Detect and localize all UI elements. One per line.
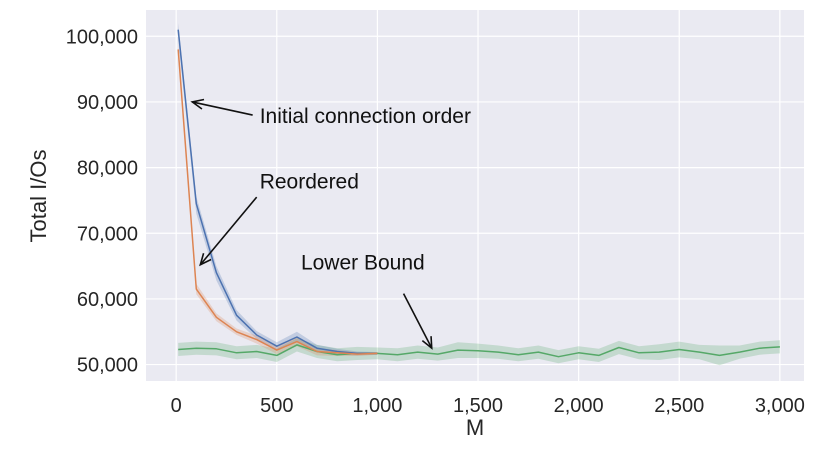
y-tick-label: 100,000 bbox=[66, 26, 138, 48]
reordered-arrow-line bbox=[199, 196, 258, 266]
initial-connection-order-arrow-line bbox=[192, 101, 253, 116]
y-tick-labels: 50,000 60,000 70,000 80,000 90,000 100,000 bbox=[66, 26, 138, 376]
x-tick-label: 0 bbox=[171, 395, 182, 417]
y-tick-label: 90,000 bbox=[77, 92, 138, 114]
initial-connection-order-arrow-head bbox=[190, 98, 205, 110]
x-tick-label: 2,000 bbox=[554, 395, 604, 417]
x-tick-label: 500 bbox=[260, 395, 293, 417]
reordered-label: Reordered bbox=[260, 171, 359, 194]
reordered-line bbox=[177, 49, 378, 355]
lower-bound-arrow-head bbox=[421, 336, 433, 350]
y-tick-label: 80,000 bbox=[77, 158, 138, 180]
annotations: Initial connection order Reordered Lower B… bbox=[190, 98, 471, 350]
reordered-arrow-head bbox=[199, 253, 212, 267]
lower-bound-label: Lower Bound bbox=[301, 251, 425, 274]
confidence-bands bbox=[178, 23, 780, 366]
lower-bound-arrow-line bbox=[402, 293, 433, 349]
x-axis-title: M bbox=[466, 415, 484, 440]
initial-connection-order-line bbox=[177, 29, 378, 355]
series-lines bbox=[177, 29, 780, 358]
plot-area bbox=[146, 10, 804, 381]
y-tick-label: 60,000 bbox=[77, 289, 138, 311]
grid bbox=[146, 10, 804, 381]
lower-bound-line bbox=[178, 344, 780, 358]
initial-connection-order-label: Initial connection order bbox=[260, 105, 471, 128]
lower-bound-band bbox=[178, 338, 780, 366]
x-tick-label: 3,000 bbox=[755, 395, 805, 417]
x-tick-label: 1,500 bbox=[453, 395, 503, 417]
x-tick-labels: 0 500 1,000 1,500 2,000 2,500 3,000 bbox=[171, 395, 805, 417]
y-axis-title: Total I/Os bbox=[26, 150, 51, 243]
x-tick-label: 1,000 bbox=[352, 395, 402, 417]
y-tick-label: 70,000 bbox=[77, 223, 138, 245]
y-tick-label: 50,000 bbox=[77, 355, 138, 377]
x-tick-label: 2,500 bbox=[654, 395, 704, 417]
